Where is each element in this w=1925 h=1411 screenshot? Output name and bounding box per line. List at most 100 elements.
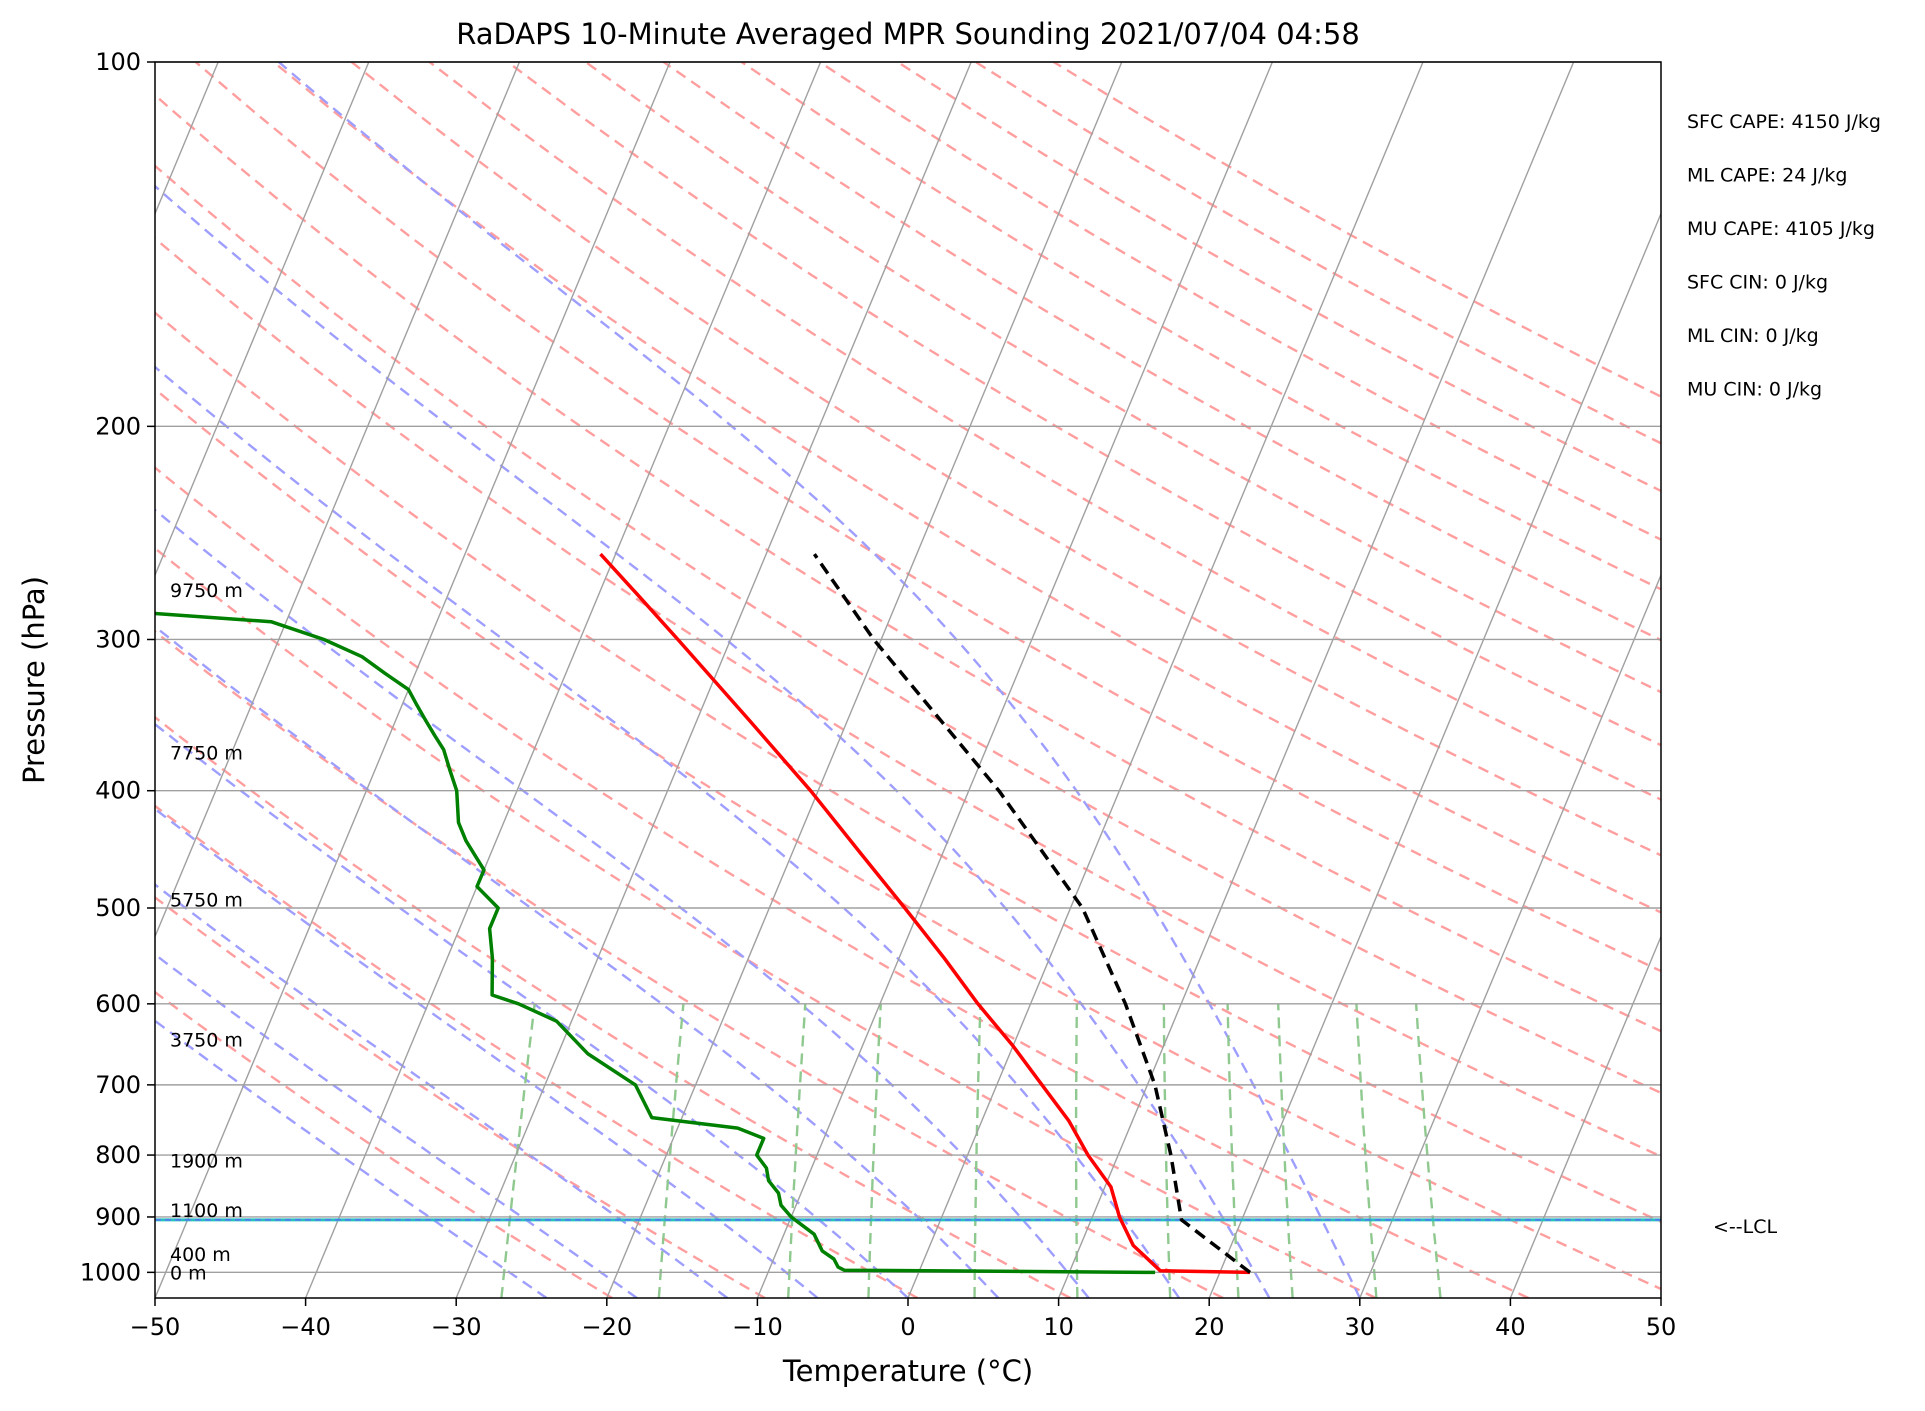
y-tick-label: 800 [95,1141,141,1169]
isotherm-line [606,62,1123,1298]
mixing-ratio-line [1226,1003,1240,1298]
dry-adiabat [1052,62,1661,398]
y-axis-label: Pressure (hPa) [17,576,51,784]
y-tick-label: 500 [95,894,141,922]
y-tick-label: 600 [95,990,141,1018]
y-tick-label: 200 [95,412,141,440]
annotation-text: MU CIN: 0 J/kg [1687,379,1822,401]
height-label: 0 m [170,1262,207,1284]
parcel-profile [812,553,1252,1274]
isotherm-line [155,62,521,939]
mixing-ratio-line [1074,1003,1079,1298]
height-label: 3750 m [170,1029,243,1051]
dry-adiabat [155,164,1661,1095]
pressure-grid [155,61,1661,1274]
x-tick-label: 40 [1495,1313,1526,1341]
dry-adiabat [155,804,919,1298]
annotation-text: ML CAPE: 24 J/kg [1687,165,1847,187]
dry-adiabat [194,62,1661,973]
cape-cin-annotations: SFC CAPE: 4150 J/kg ML CAPE: 24 J/kg MU CA… [1687,111,1881,401]
moist-adiabat [155,722,909,1298]
moist-adiabat [155,508,1090,1298]
isotherm-line [1660,1296,1661,1298]
mixing-ratio-line [657,1003,685,1298]
isotherm-line [907,62,1424,1298]
height-label: 400 m [170,1244,231,1266]
height-label: 5750 m [170,890,243,912]
mixing-ratio-line [1277,1003,1294,1298]
y-tick-label: 900 [95,1203,141,1231]
x-tick-label: 30 [1345,1313,1376,1341]
mixing-ratio-line [973,1003,982,1298]
dry-adiabat [155,546,1377,1298]
annotation-text: ML CIN: 0 J/kg [1687,325,1819,347]
dry-adiabat [506,62,1661,747]
moist-adiabat [155,625,1000,1298]
moist-adiabat [155,953,638,1298]
dry-adiabat [155,466,1530,1298]
mixing-ratio-line [500,1003,536,1298]
x-tick-label: −20 [581,1313,632,1341]
x-tick-label: 10 [1043,1313,1074,1341]
isotherm-line [1359,573,1661,1298]
x-tick-label: −40 [280,1313,331,1341]
dewpoint-profile [155,611,1156,1275]
dry-adiabat [155,895,766,1298]
moist-adiabat [155,1019,548,1298]
mixing-ratio-line [1355,1003,1378,1298]
dry-adiabat [896,62,1661,493]
dry-adiabat [155,990,613,1298]
dry-adiabat [155,630,1224,1298]
background-lines [155,62,1661,1298]
x-axis-ticks: −50 −40 −30 −20 −10 0 10 20 30 40 50 [130,1298,1677,1341]
height-label: 9750 m [170,580,243,602]
isotherm-line [155,62,671,1298]
annotation-text: SFC CIN: 0 J/kg [1687,272,1828,294]
x-tick-label: 50 [1646,1313,1677,1341]
dry-adiabat [155,387,1661,1291]
height-labels: 9750 m 7750 m 5750 m 3750 m 1900 m 1100 m 400 … [170,580,243,1284]
y-axis-ticks: 1000 900 800 700 600 500 400 300 200 100 [80,48,155,1286]
isotherm-line [1509,934,1661,1298]
y-tick-label: 400 [95,777,141,805]
height-label: 7750 m [170,743,243,765]
dry-adiabat [155,311,1661,1224]
dry-adiabat [974,62,1661,445]
lcl-label: <--LCL [1713,1216,1777,1238]
isotherm-line [304,62,822,1298]
x-tick-label: 20 [1194,1313,1225,1341]
dry-adiabat [155,715,1071,1298]
mixing-ratio-line [787,1003,807,1298]
moist-adiabat [278,62,1361,1298]
mixing-ratio-line [1414,1003,1442,1298]
dry-adiabat [662,62,1661,642]
dry-adiabat [584,62,1661,694]
height-label: 1100 m [170,1200,243,1222]
dry-adiabat [740,62,1661,591]
moist-adiabat [155,184,1271,1298]
isotherm-line [1057,62,1575,1298]
moist-adiabat [155,365,1181,1298]
plot-frame [154,61,1662,1299]
y-tick-label: 700 [95,1071,141,1099]
dry-adiabat [155,93,1661,1033]
x-tick-label: −10 [732,1313,783,1341]
dry-adiabat [155,236,1661,1158]
x-axis-label: Temperature (°C) [782,1354,1033,1388]
x-tick-label: −30 [431,1313,482,1341]
x-tick-label: 0 [900,1313,915,1341]
y-tick-label: 100 [95,48,141,76]
temperature-profile [599,552,1251,1275]
x-tick-label: −50 [130,1313,181,1341]
height-label: 1900 m [170,1150,243,1172]
series-layer [155,552,1252,1275]
dry-adiabat [272,62,1661,914]
moist-adiabat [155,807,819,1298]
dry-adiabat [428,62,1661,801]
isotherm-line [756,62,1274,1298]
moist-adiabat [155,883,729,1298]
dry-adiabat [350,62,1661,857]
mixing-ratio-line [1162,1003,1172,1298]
annotation-text: SFC CAPE: 4150 J/kg [1687,111,1881,133]
